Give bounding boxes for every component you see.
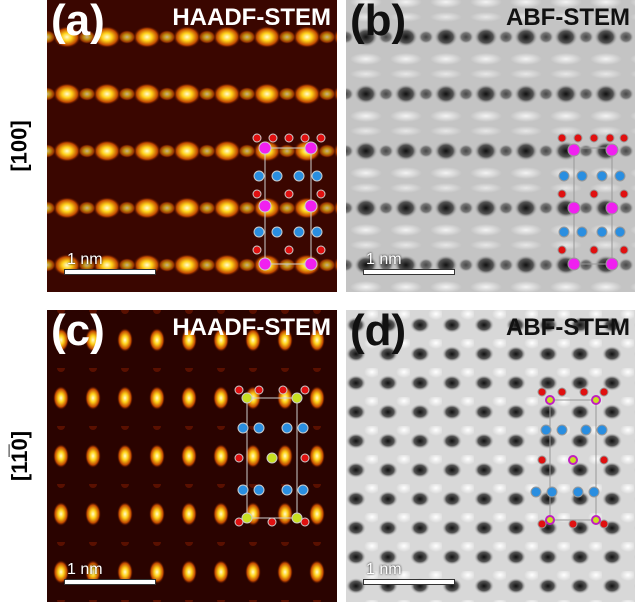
panel-a: (a) HAADF-STEM 1 nm: [47, 0, 337, 292]
mode-label: HAADF-STEM: [172, 314, 331, 341]
scale-bar-line: [364, 580, 454, 584]
scale-bar-line: [65, 580, 155, 584]
scale-bar-label: 1 nm: [67, 251, 103, 268]
scale-bar: 1 nm: [364, 561, 454, 584]
structure-overlay: [252, 133, 326, 271]
panel-b: (b) ABF-STEM 1 nm: [346, 0, 635, 292]
zone-axis: [100]: [0, 0, 40, 292]
image: [47, 310, 337, 602]
image: [346, 0, 635, 292]
panel-c: (c) HAADF-STEM 1 nm: [47, 310, 337, 602]
scale-bar-label: 1 nm: [67, 561, 103, 578]
image: [346, 310, 635, 602]
panel-d: (d) ABF-STEM 1 nm: [346, 310, 635, 602]
haadf-image: [47, 0, 337, 292]
zone-axis: [11̅0]: [0, 310, 40, 602]
abf-image: [346, 310, 635, 602]
panel-label: (a): [51, 0, 105, 45]
panel-label: (b): [350, 0, 407, 45]
scale-bar: 1 nm: [65, 561, 155, 584]
panel-label: (c): [51, 310, 105, 355]
scale-bar-line: [364, 270, 454, 274]
scale-bar: 1 nm: [65, 251, 155, 274]
structure-overlay: [530, 387, 609, 529]
structure-overlay: [234, 385, 310, 527]
panel-label: (d): [350, 310, 407, 355]
zone-axis-label: [100]: [7, 120, 33, 172]
structure-overlay: [557, 133, 629, 271]
abf-image: [346, 0, 635, 292]
mode-label: ABF-STEM: [506, 4, 630, 31]
scale-bar-label: 1 nm: [366, 251, 402, 268]
haadf-image: [47, 310, 337, 602]
zone-axis-label: [11̅0]: [7, 430, 32, 482]
scale-bar-label: 1 nm: [366, 561, 402, 578]
mode-label: HAADF-STEM: [172, 4, 331, 31]
scale-bar-line: [65, 270, 155, 274]
scale-bar: 1 nm: [364, 251, 454, 274]
image: [47, 0, 337, 292]
mode-label: ABF-STEM: [506, 314, 630, 341]
